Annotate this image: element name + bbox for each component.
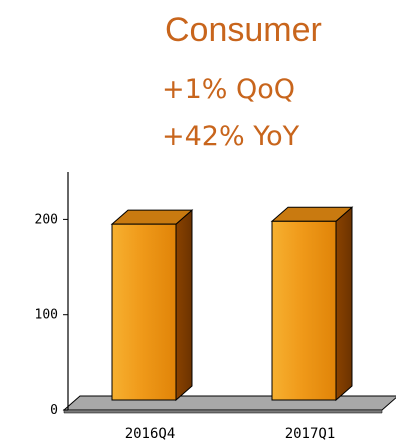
bar (271, 220, 337, 401)
yoy-change: +42% YoY (162, 121, 300, 152)
bar-side (335, 206, 353, 402)
x-tick-label: 2017Q1 (285, 426, 336, 442)
qoq-change: +1% QoQ (162, 74, 296, 105)
y-tick-label: 100 (35, 308, 58, 323)
y-tick-label: 0 (50, 403, 58, 418)
chart-title: Consumer (165, 11, 322, 49)
chart-floor-edge (63, 409, 383, 414)
bar-side (175, 209, 193, 402)
bar (111, 223, 177, 401)
x-tick-label: 2016Q4 (125, 426, 176, 442)
y-tick-label: 200 (35, 212, 58, 227)
